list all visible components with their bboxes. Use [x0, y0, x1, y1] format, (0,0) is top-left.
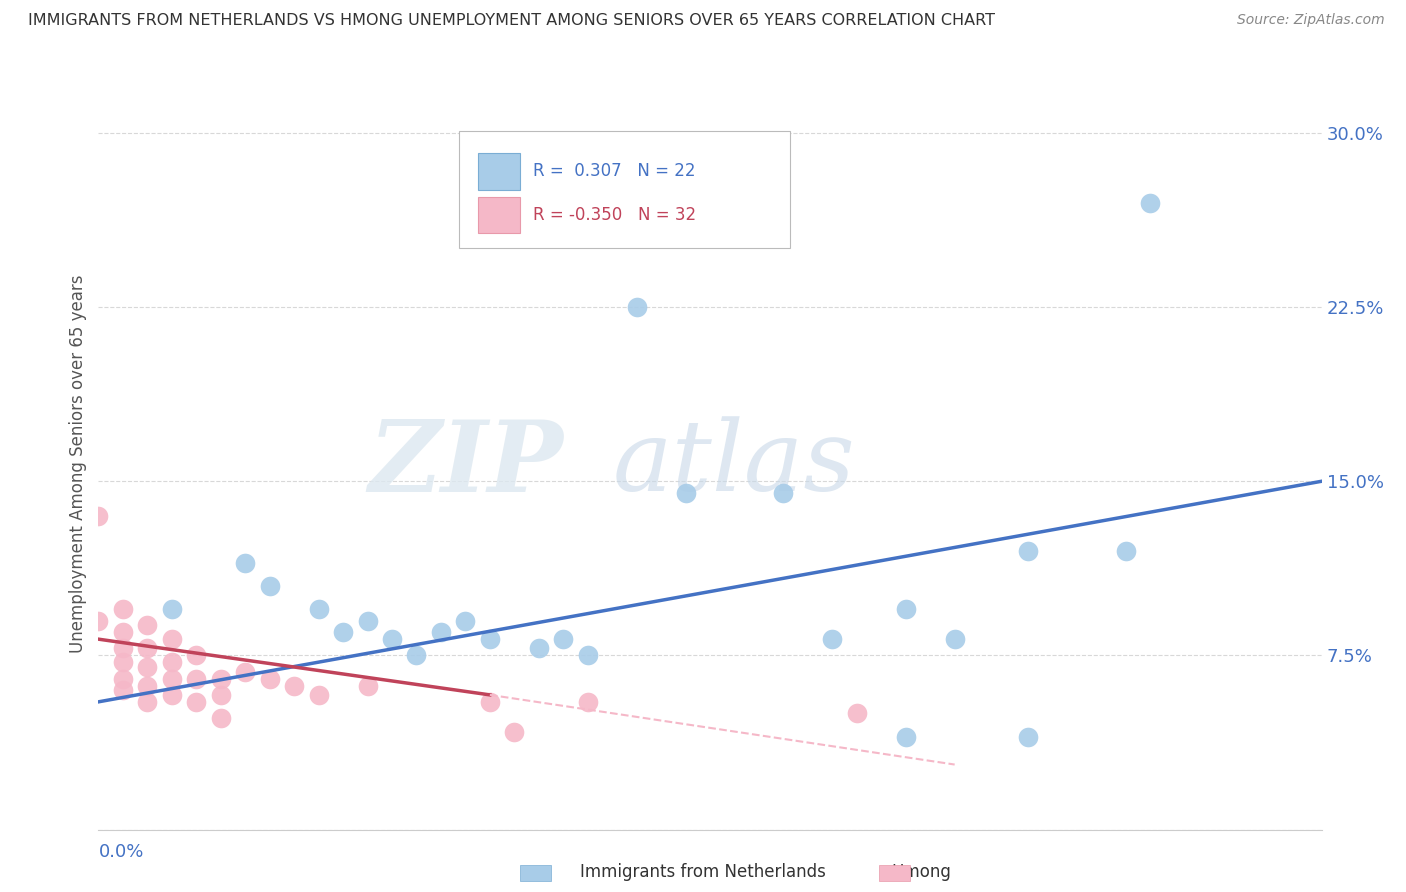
Point	[136, 660, 159, 674]
Point	[943, 632, 966, 647]
Point	[478, 695, 501, 709]
Point	[259, 579, 281, 593]
Text: Immigrants from Netherlands: Immigrants from Netherlands	[581, 863, 825, 881]
Point	[160, 602, 183, 616]
Point	[209, 688, 232, 702]
FancyBboxPatch shape	[478, 153, 520, 190]
Point	[308, 688, 330, 702]
Point	[1139, 195, 1161, 210]
Point	[308, 602, 330, 616]
Point	[186, 695, 208, 709]
Point	[356, 614, 378, 628]
Text: atlas: atlas	[612, 417, 855, 511]
Point	[821, 632, 844, 647]
Text: Hmong: Hmong	[891, 863, 950, 881]
Point	[576, 695, 599, 709]
Point	[527, 641, 550, 656]
Point	[111, 672, 134, 686]
Point	[283, 679, 305, 693]
Point	[356, 679, 378, 693]
Point	[136, 641, 159, 656]
Text: R =  0.307   N = 22: R = 0.307 N = 22	[533, 162, 695, 180]
Point	[894, 730, 917, 744]
Text: Source: ZipAtlas.com: Source: ZipAtlas.com	[1237, 13, 1385, 28]
Point	[1017, 730, 1039, 744]
Point	[136, 679, 159, 693]
Point	[136, 695, 159, 709]
Point	[259, 672, 281, 686]
Text: ZIP: ZIP	[368, 416, 564, 512]
Point	[209, 711, 232, 725]
Point	[160, 688, 183, 702]
Point	[430, 625, 453, 640]
Point	[503, 725, 526, 739]
Point	[160, 672, 183, 686]
Point	[772, 486, 794, 500]
FancyBboxPatch shape	[478, 197, 520, 234]
Point	[478, 632, 501, 647]
Y-axis label: Unemployment Among Seniors over 65 years: Unemployment Among Seniors over 65 years	[69, 275, 87, 653]
Point	[87, 614, 110, 628]
Point	[576, 648, 599, 663]
Point	[209, 672, 232, 686]
Point	[381, 632, 404, 647]
Text: IMMIGRANTS FROM NETHERLANDS VS HMONG UNEMPLOYMENT AMONG SENIORS OVER 65 YEARS CO: IMMIGRANTS FROM NETHERLANDS VS HMONG UNE…	[28, 13, 995, 29]
Point	[626, 300, 648, 314]
Point	[160, 656, 183, 670]
Point	[1017, 544, 1039, 558]
Point	[111, 683, 134, 698]
Point	[675, 486, 697, 500]
Text: 0.0%: 0.0%	[98, 843, 143, 861]
Point	[1115, 544, 1137, 558]
Point	[233, 665, 256, 679]
Point	[186, 648, 208, 663]
Point	[553, 632, 575, 647]
FancyBboxPatch shape	[460, 131, 790, 248]
Point	[111, 602, 134, 616]
Point	[111, 656, 134, 670]
Point	[845, 706, 868, 721]
Point	[894, 602, 917, 616]
Point	[405, 648, 427, 663]
Point	[233, 556, 256, 570]
Point	[111, 641, 134, 656]
Text: R = -0.350   N = 32: R = -0.350 N = 32	[533, 206, 696, 224]
Point	[87, 509, 110, 524]
Point	[136, 618, 159, 632]
Point	[186, 672, 208, 686]
Point	[332, 625, 354, 640]
Point	[160, 632, 183, 647]
Point	[111, 625, 134, 640]
Point	[454, 614, 477, 628]
